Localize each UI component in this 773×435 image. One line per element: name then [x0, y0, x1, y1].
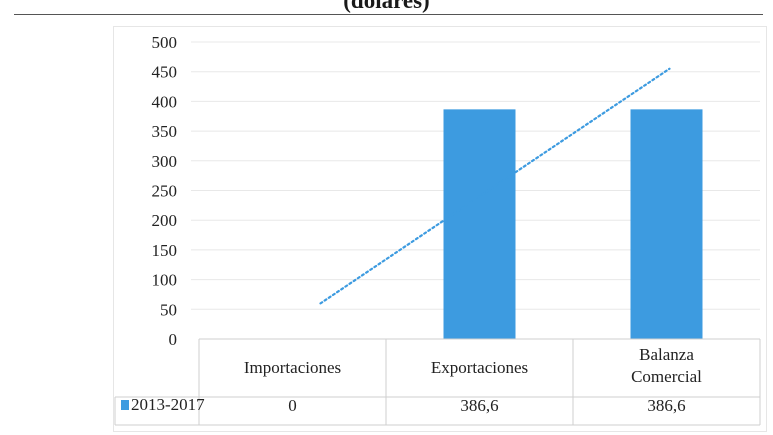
- series-name: 2013-2017: [131, 395, 205, 414]
- y-tick-label: 100: [152, 271, 178, 290]
- y-tick-label: 200: [152, 211, 178, 230]
- title-rule: [14, 14, 763, 15]
- data-table-value: 386,6: [460, 396, 498, 415]
- category-label: Importaciones: [244, 358, 341, 377]
- category-label: Exportaciones: [431, 358, 528, 377]
- data-table-value: 0: [288, 396, 297, 415]
- y-tick-label: 250: [152, 182, 178, 201]
- trendline: [319, 67, 671, 305]
- y-tick-label: 400: [152, 92, 178, 111]
- y-tick-label: 450: [152, 63, 178, 82]
- y-tick-label: 500: [152, 33, 178, 52]
- y-tick-label: 150: [152, 241, 178, 260]
- category-label: Comercial: [631, 367, 702, 386]
- y-tick-label: 0: [169, 330, 178, 349]
- data-table-value: 386,6: [647, 396, 685, 415]
- bar: [630, 109, 703, 340]
- legend-key: [121, 400, 129, 410]
- y-tick-label: 300: [152, 152, 178, 171]
- chart-title: (dólares): [343, 0, 430, 13]
- bar: [443, 109, 516, 340]
- category-label: Balanza: [639, 345, 694, 364]
- y-tick-label: 50: [160, 300, 177, 319]
- y-tick-label: 350: [152, 122, 178, 141]
